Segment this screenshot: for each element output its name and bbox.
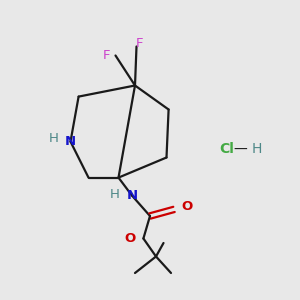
Text: Cl: Cl (219, 142, 234, 156)
Text: N: N (126, 189, 138, 202)
Text: H: H (252, 142, 262, 156)
Text: H: H (49, 132, 59, 145)
Text: H: H (110, 188, 120, 201)
Text: O: O (124, 232, 136, 245)
Text: N: N (64, 135, 76, 148)
Text: F: F (103, 49, 110, 62)
Text: F: F (136, 37, 143, 50)
Text: —: — (233, 142, 247, 156)
Text: O: O (182, 200, 193, 213)
